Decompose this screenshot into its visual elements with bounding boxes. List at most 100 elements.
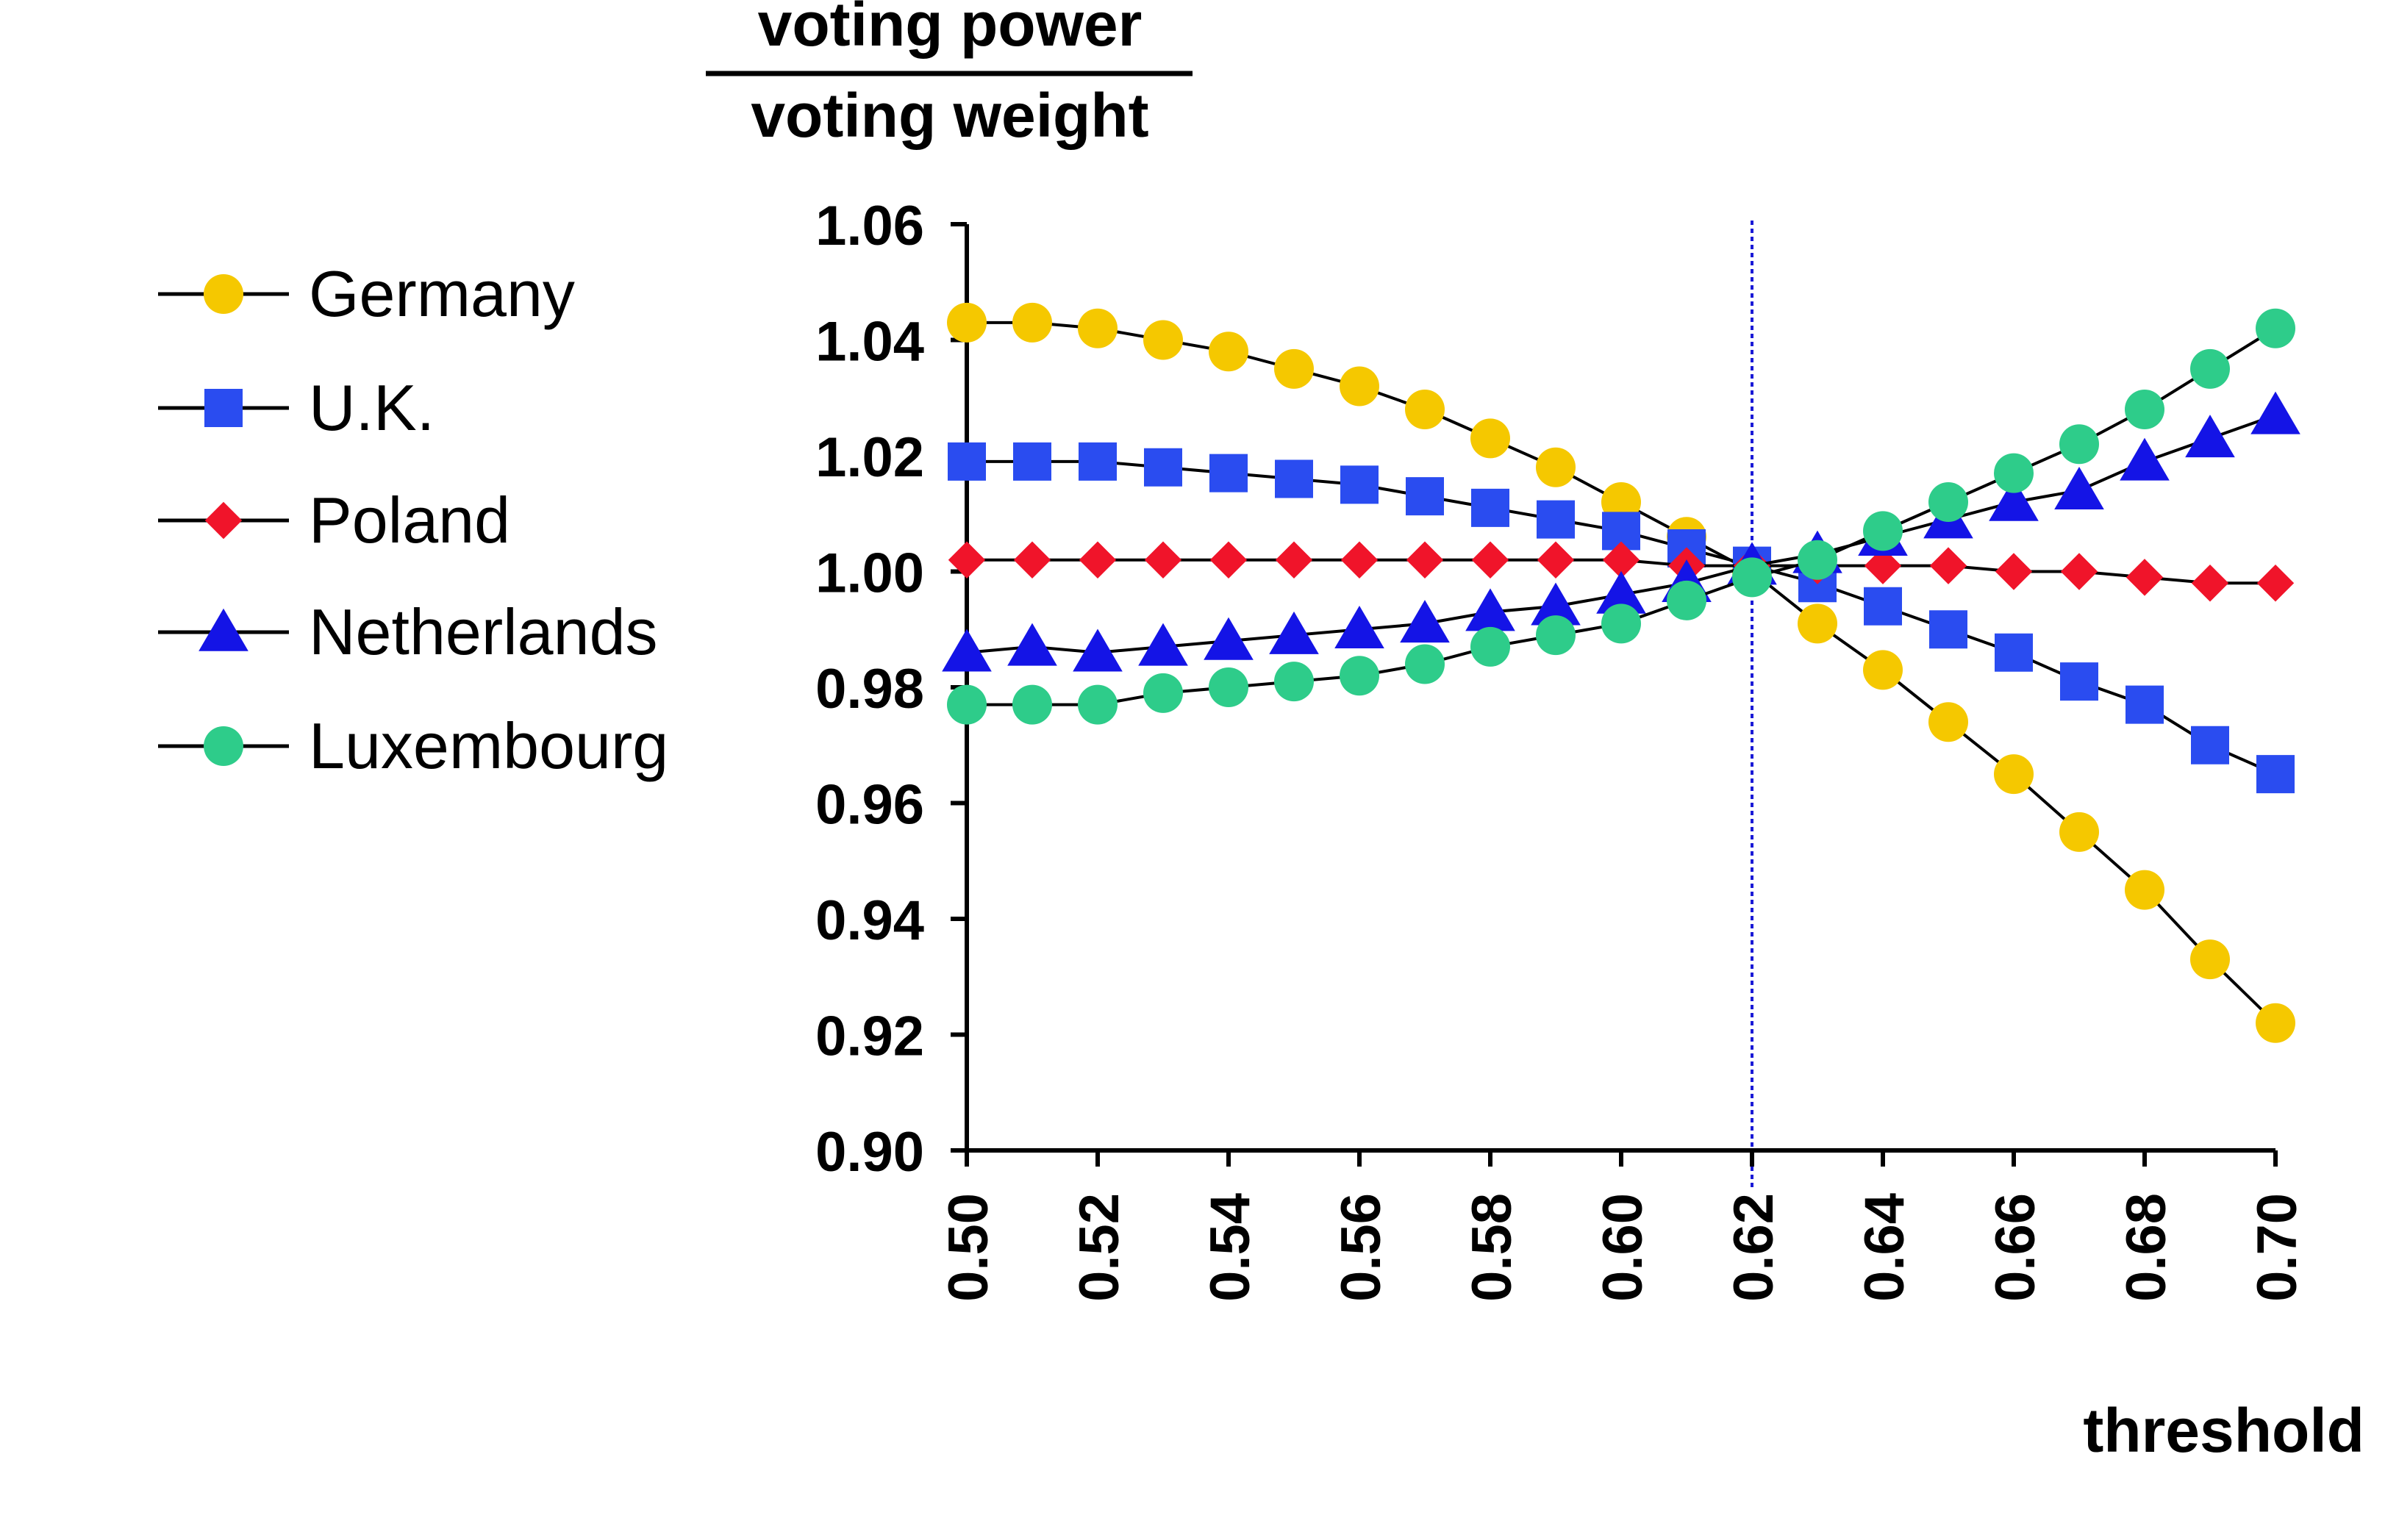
legend-item: Poland [158, 484, 510, 556]
data-point [2126, 559, 2164, 596]
data-point [1995, 633, 2033, 672]
x-tick-label: 0.60 [1592, 1193, 1654, 1302]
data-point [2256, 755, 2295, 794]
data-point [1007, 623, 1057, 666]
data-point [1144, 541, 1182, 579]
data-point [1013, 541, 1051, 579]
data-point [2120, 437, 2170, 481]
data-point [2054, 467, 2104, 510]
data-point [2125, 390, 2164, 429]
data-point [1269, 611, 1319, 654]
ylabel-denominator: voting weight [751, 81, 1148, 150]
data-point [1138, 623, 1188, 666]
data-point [199, 608, 249, 651]
y-tick-label: 0.90 [815, 1121, 924, 1183]
y-tick-label: 1.04 [815, 311, 924, 373]
data-point [1928, 702, 1968, 742]
data-point [1864, 547, 1902, 584]
data-point [2190, 939, 2230, 980]
data-point [1928, 482, 1968, 522]
data-point [1863, 650, 1903, 690]
series-netherlands [942, 391, 2300, 672]
data-point [204, 274, 243, 314]
x-tick-label: 0.52 [1068, 1193, 1131, 1302]
data-point [2059, 424, 2099, 465]
data-point [1465, 588, 1515, 631]
data-point [1995, 553, 2033, 590]
legend-item: Germany [158, 257, 575, 330]
legend: Germany U.K. Poland Netherlands Luxembourg [158, 257, 668, 782]
data-point [1406, 541, 1444, 579]
data-point [1340, 366, 1379, 407]
y-tick-label: 0.98 [815, 658, 924, 720]
data-point [947, 684, 987, 725]
data-point [1537, 541, 1575, 579]
data-point [948, 442, 986, 481]
data-point [1209, 332, 1248, 372]
legend-label: U.K. [309, 371, 435, 444]
data-point [204, 726, 243, 766]
data-point [1929, 610, 1967, 649]
x-tick-label: 0.66 [1984, 1193, 2047, 1302]
y-tick-label: 0.94 [815, 889, 924, 952]
data-point [2256, 565, 2295, 602]
x-tick-label: 0.50 [937, 1193, 1000, 1302]
data-point [947, 302, 987, 343]
data-point [1078, 308, 1118, 348]
data-point [1340, 465, 1379, 504]
legend-label: Luxembourg [309, 709, 668, 782]
x-tick-label: 0.68 [2115, 1193, 2178, 1302]
data-point [1531, 582, 1581, 626]
data-point [1471, 488, 1509, 527]
data-point [204, 501, 243, 540]
data-point [2059, 812, 2099, 852]
data-point [2125, 870, 2164, 910]
data-point [2060, 553, 2098, 590]
data-point [1209, 454, 1248, 493]
data-point [2126, 685, 2164, 724]
data-point [2256, 1003, 2295, 1043]
data-point [1994, 754, 2034, 795]
data-point [1143, 320, 1183, 360]
y-tick-label: 0.96 [815, 774, 924, 837]
data-point [1275, 541, 1313, 579]
data-point [1596, 570, 1646, 614]
data-point [1274, 662, 1314, 702]
data-point [1470, 626, 1510, 667]
data-point [2190, 348, 2230, 389]
data-point [2191, 565, 2229, 602]
legend-item: U.K. [158, 371, 435, 444]
data-point [1989, 478, 2039, 521]
ylabel-numerator: voting power [758, 0, 1143, 59]
legend-label: Netherlands [309, 595, 658, 668]
data-point [1400, 600, 1450, 643]
data-point [1405, 644, 1445, 684]
data-point [1073, 628, 1123, 672]
data-point [1204, 617, 1254, 660]
data-point [1274, 348, 1314, 389]
data-point [1012, 302, 1052, 343]
data-point [1994, 453, 2034, 493]
data-point [1340, 541, 1379, 579]
series-luxembourg [947, 308, 2295, 725]
data-point [1470, 418, 1510, 459]
x-tick-label: 0.62 [1723, 1193, 1785, 1302]
legend-item: Netherlands [158, 595, 658, 668]
data-point [1864, 587, 1902, 626]
data-point [1405, 390, 1445, 429]
series-layer [942, 302, 2300, 1043]
data-point [1406, 477, 1444, 516]
data-point [1929, 547, 1967, 584]
data-point [1209, 541, 1248, 579]
y-tick-label: 1.06 [815, 195, 924, 257]
data-point [1079, 442, 1117, 481]
x-tick-label: 0.56 [1330, 1193, 1392, 1302]
data-point [1143, 673, 1183, 713]
data-point [1798, 540, 1837, 580]
data-point [204, 389, 243, 427]
legend-item: Luxembourg [158, 709, 668, 782]
data-point [1144, 448, 1182, 487]
data-point [1536, 615, 1576, 656]
data-point [1471, 541, 1509, 579]
